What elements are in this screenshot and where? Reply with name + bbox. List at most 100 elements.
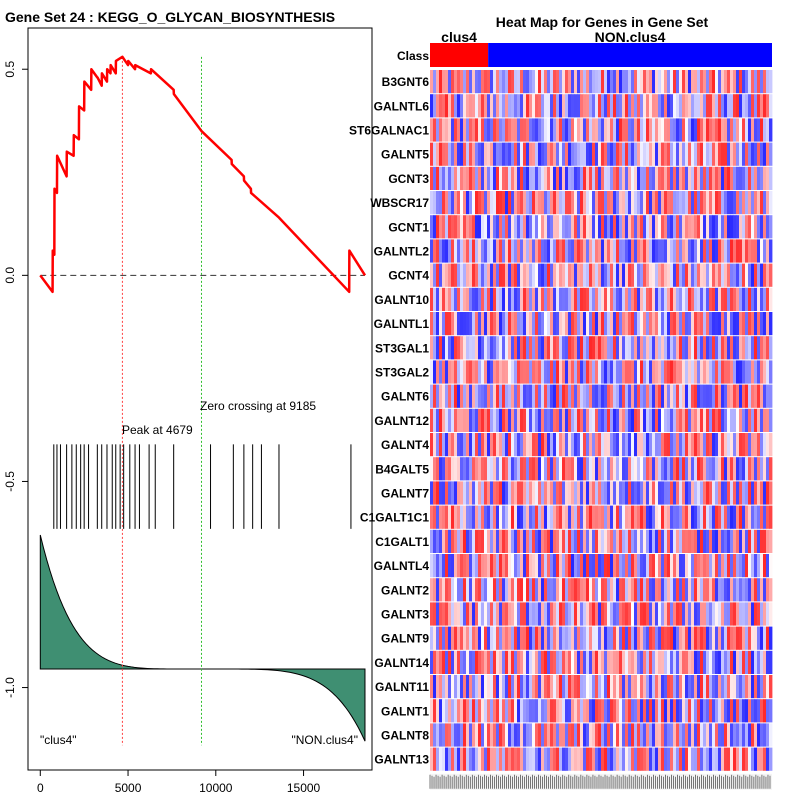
heatmap-cell xyxy=(526,554,530,578)
heatmap-cell xyxy=(628,505,632,529)
heatmap-cell xyxy=(769,699,773,723)
heatmap-cell xyxy=(469,747,473,771)
heatmap-cell xyxy=(529,578,533,602)
heatmap-cell xyxy=(454,723,458,747)
heatmap-cell xyxy=(643,239,647,263)
heatmap-cell xyxy=(721,360,725,384)
heatmap-cell xyxy=(718,70,722,94)
heatmap-cell xyxy=(451,723,455,747)
heatmap-cell xyxy=(607,626,611,650)
heatmap-cell xyxy=(445,408,449,432)
heatmap-cell xyxy=(700,166,704,190)
heatmap-cell xyxy=(448,94,452,118)
heatmap-cell xyxy=(433,675,437,699)
heatmap-cell xyxy=(727,142,731,166)
heatmap-cell xyxy=(547,747,551,771)
heatmap-cell xyxy=(442,578,446,602)
heatmap-cell xyxy=(766,626,770,650)
heatmap-cell xyxy=(691,626,695,650)
heatmap-cell xyxy=(769,384,773,408)
heatmap-cell xyxy=(526,360,530,384)
heatmap-cell xyxy=(502,166,506,190)
heatmap-cell xyxy=(478,166,482,190)
heatmap-cell xyxy=(712,433,716,457)
heatmap-cell xyxy=(547,408,551,432)
heatmap-cell xyxy=(601,554,605,578)
heatmap-cell xyxy=(574,747,578,771)
heatmap-cell xyxy=(493,699,497,723)
heatmap-cell xyxy=(742,166,746,190)
heatmap-cell xyxy=(502,723,506,747)
heatmap-cell xyxy=(766,384,770,408)
heatmap-cell xyxy=(481,626,485,650)
heatmap-cell xyxy=(703,263,707,287)
heatmap-cell xyxy=(610,433,614,457)
heatmap-row xyxy=(430,239,773,263)
heatmap-cell xyxy=(577,239,581,263)
heatmap-cell xyxy=(616,384,620,408)
heatmap-cell xyxy=(619,578,623,602)
heatmap-cell xyxy=(571,626,575,650)
heatmap-cell xyxy=(622,384,626,408)
heatmap-cell xyxy=(661,699,665,723)
heatmap-cell xyxy=(439,360,443,384)
heatmap-cell xyxy=(547,505,551,529)
y-tick-label: 0.0 xyxy=(3,267,17,284)
heatmap-cell xyxy=(559,384,563,408)
heatmap-cell xyxy=(616,650,620,674)
heatmap-cell xyxy=(664,239,668,263)
heatmap-cell xyxy=(562,481,566,505)
heatmap-cell xyxy=(565,650,569,674)
heatmap-cell xyxy=(649,94,653,118)
heatmap-cell xyxy=(703,287,707,311)
heatmap-cell xyxy=(688,747,692,771)
heatmap-cell xyxy=(700,408,704,432)
heatmap-cell xyxy=(583,457,587,481)
heatmap-cell xyxy=(607,481,611,505)
heatmap-cell xyxy=(733,336,737,360)
heatmap-cell xyxy=(715,433,719,457)
heatmap-cell xyxy=(763,263,767,287)
heatmap-cell xyxy=(475,554,479,578)
heatmap-cell xyxy=(556,70,560,94)
heatmap-cell xyxy=(709,70,713,94)
heatmap-cell xyxy=(601,336,605,360)
heatmap-cell xyxy=(607,602,611,626)
heatmap-cell xyxy=(652,723,656,747)
heatmap-cell xyxy=(460,166,464,190)
heatmap-cell xyxy=(709,747,713,771)
heatmap-cell xyxy=(526,408,530,432)
heatmap-cell xyxy=(478,747,482,771)
heatmap-cell xyxy=(619,263,623,287)
heatmap-cell xyxy=(688,481,692,505)
heatmap-cell xyxy=(454,191,458,215)
heatmap-cell xyxy=(742,650,746,674)
heatmap-cell xyxy=(607,723,611,747)
heatmap-cell xyxy=(667,699,671,723)
heatmap-cell xyxy=(721,481,725,505)
heatmap-cell xyxy=(475,360,479,384)
heatmap-cell xyxy=(619,239,623,263)
heatmap-cell xyxy=(493,408,497,432)
heatmap-row xyxy=(430,142,773,166)
heatmap-cell xyxy=(736,723,740,747)
heatmap-cell xyxy=(541,336,545,360)
heatmap-cell xyxy=(748,723,752,747)
heatmap-cell xyxy=(562,554,566,578)
heatmap-cell xyxy=(604,191,608,215)
heatmap-cell xyxy=(598,602,602,626)
heatmap-cell xyxy=(694,554,698,578)
heatmap-cell xyxy=(568,747,572,771)
heatmap-cell xyxy=(553,650,557,674)
heatmap-cell xyxy=(475,481,479,505)
heatmap-cell xyxy=(766,360,770,384)
heatmap-cell xyxy=(679,384,683,408)
heatmap-cell xyxy=(442,457,446,481)
heatmap-cell xyxy=(592,360,596,384)
heatmap-cell xyxy=(757,408,761,432)
heatmap-cell xyxy=(586,287,590,311)
heatmap-cell xyxy=(538,70,542,94)
heatmap-cell xyxy=(529,287,533,311)
heatmap-cell xyxy=(760,650,764,674)
heatmap-cell xyxy=(628,675,632,699)
